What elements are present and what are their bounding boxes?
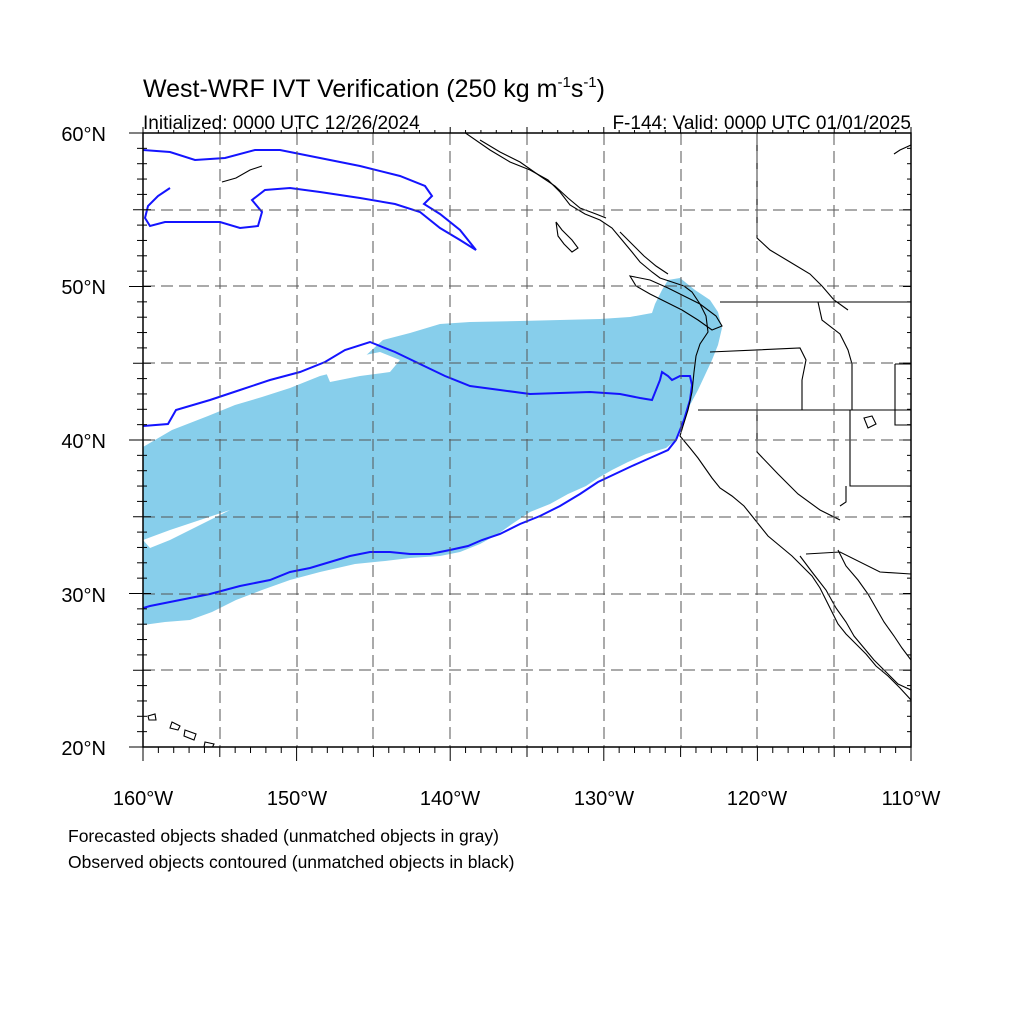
lon-label-120w: 120°W (727, 788, 787, 810)
lon-label-160w: 160°W (113, 788, 173, 810)
chart-title: West-WRF IVT Verification (250 kg m-1s-1… (143, 74, 605, 103)
lat-label-40n: 40°N (61, 431, 106, 453)
graticule (143, 133, 911, 747)
lat-label-50n: 50°N (61, 277, 106, 299)
forecast-ivt-object (143, 278, 722, 625)
footer-observed-note: Observed objects contoured (unmatched ob… (68, 852, 515, 872)
lat-label-30n: 30°N (61, 585, 106, 607)
lat-label-60n: 60°N (61, 124, 106, 146)
latitude-labels: 60°N 50°N 40°N 30°N 20°N (61, 124, 106, 760)
lon-label-140w: 140°W (420, 788, 480, 810)
lon-label-150w: 150°W (267, 788, 327, 810)
lat-label-20n: 20°N (61, 738, 106, 760)
valid-label: F-144: Valid: 0000 UTC 01/01/2025 (612, 113, 911, 134)
initialized-label: Initialized: 0000 UTC 12/26/2024 (143, 113, 420, 134)
tick-marks (129, 127, 912, 761)
lon-label-130w: 130°W (574, 788, 634, 810)
longitude-labels: 160°W 150°W 140°W 130°W 120°W 110°W (113, 788, 941, 810)
coastline (147, 133, 911, 747)
footer-forecast-note: Forecasted objects shaded (unmatched obj… (68, 826, 499, 846)
lon-label-110w: 110°W (882, 788, 941, 810)
observed-ivt-contour-north (143, 149, 477, 251)
